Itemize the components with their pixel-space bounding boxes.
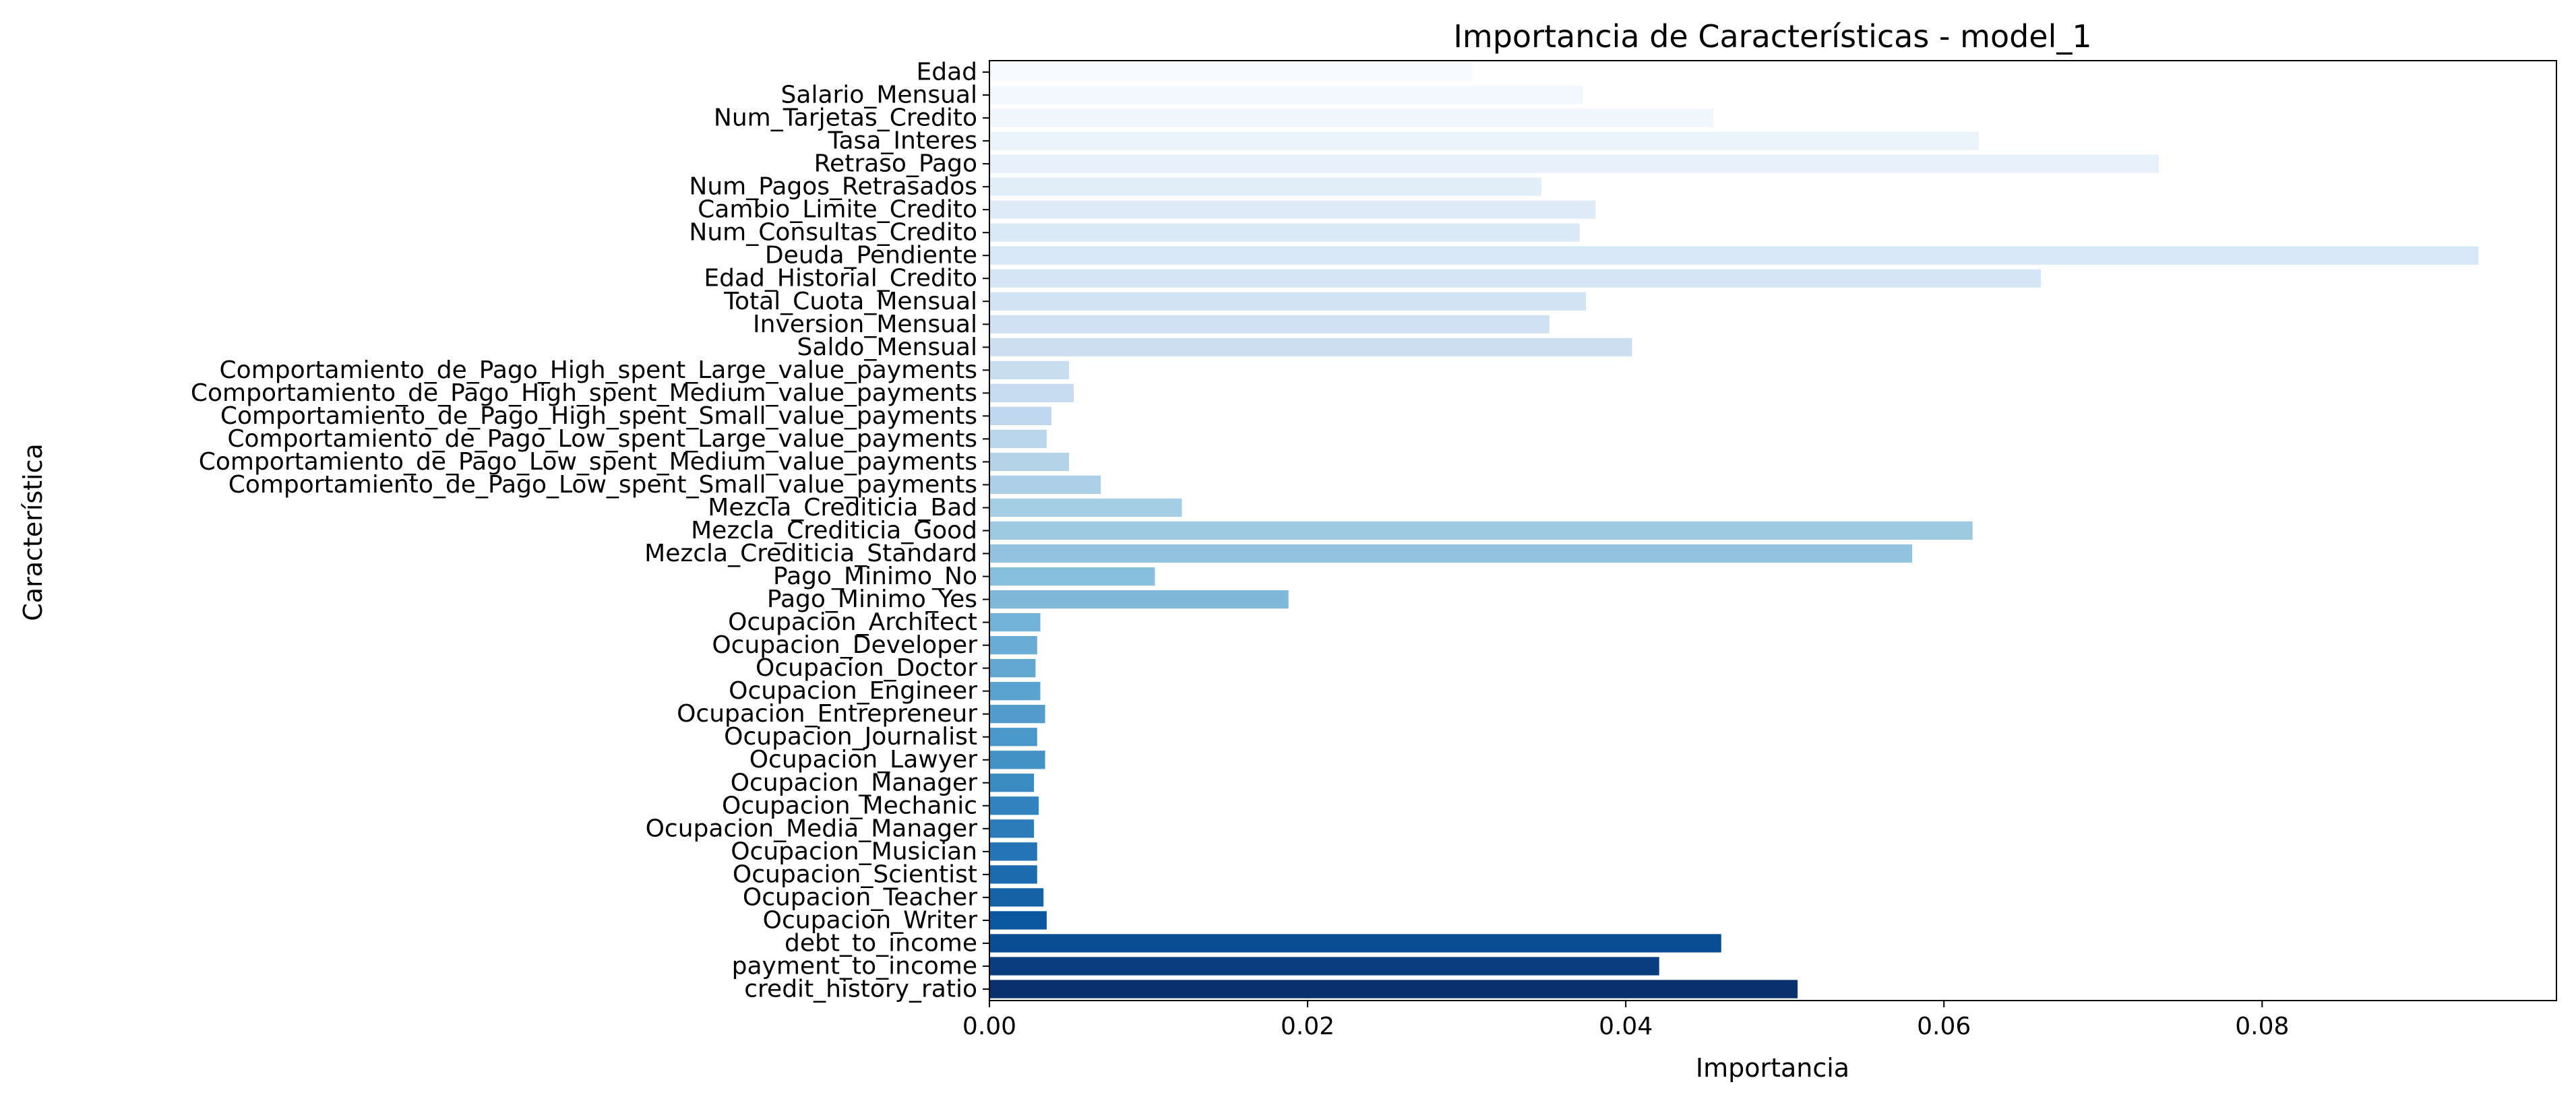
x-tick-label: 0.06: [1917, 1013, 1971, 1040]
bar-Pago_Minimo_No: [989, 567, 1155, 586]
bar-Edad: [989, 63, 1473, 82]
bar-Comportamiento_de_Pago_High_spent_Medium_value_payments: [989, 383, 1074, 402]
bar-Ocupacion_Musician: [989, 842, 1037, 861]
y-tick-label: Mezcla_Crediticia_Good: [691, 517, 977, 544]
bar-Retraso_Pago: [989, 154, 2159, 173]
bar-Saldo_Mensual: [989, 338, 1632, 356]
y-tick-label: Ocupacion_Media_Manager: [646, 815, 978, 842]
y-tick-label: Cambio_Limite_Credito: [698, 196, 977, 224]
bar-Total_Cuota_Mensual: [989, 292, 1587, 311]
y-tick-label: Comportamiento_de_Pago_Low_spent_Medium_…: [199, 448, 977, 476]
bar-Ocupacion_Media_Manager: [989, 819, 1035, 838]
bar-Mezcla_Crediticia_Good: [989, 521, 1973, 540]
bar-Comportamiento_de_Pago_Low_spent_Small_value_payments: [989, 475, 1101, 495]
bar-Ocupacion_Entrepreneur: [989, 705, 1045, 724]
y-tick-label: Num_Pagos_Retrasados: [689, 173, 977, 201]
y-tick-label: Tasa_Interes: [827, 127, 977, 155]
x-axis-title: Importancia: [1696, 1053, 1849, 1083]
bar-Mezcla_Crediticia_Standard: [989, 544, 1913, 563]
bar-payment_to_income: [989, 957, 1659, 976]
bar-Ocupacion_Developer: [989, 636, 1037, 655]
bar-Ocupacion_Doctor: [989, 659, 1036, 678]
bar-Ocupacion_Engineer: [989, 682, 1041, 701]
bar-Num_Tarjetas_Credito: [989, 108, 1713, 127]
bar-Comportamiento_de_Pago_High_spent_Large_value_payments: [989, 360, 1070, 379]
y-tick-label: Total_Cuota_Mensual: [723, 288, 977, 315]
y-axis-title: Característica: [18, 443, 48, 621]
bar-debt_to_income: [989, 934, 1721, 953]
bar-Ocupacion_Manager: [989, 774, 1035, 792]
bar-Ocupacion_Architect: [989, 612, 1041, 632]
bar-Mezcla_Crediticia_Bad: [989, 498, 1182, 517]
bar-credit_history_ratio: [989, 980, 1798, 999]
bar-Num_Consultas_Credito: [989, 223, 1580, 242]
x-tick-label: 0.04: [1599, 1013, 1653, 1040]
y-tick-label: Ocupacion_Teacher: [743, 883, 977, 911]
y-tick-label: Retraso_Pago: [814, 150, 977, 178]
y-tick-label: Mezcla_Crediticia_Standard: [644, 540, 977, 567]
bar-Pago_Minimo_Yes: [989, 590, 1289, 609]
bar-Num_Pagos_Retrasados: [989, 177, 1542, 196]
y-tick-label: Ocupacion_Lawyer: [749, 746, 978, 774]
y-tick-label: Num_Tarjetas_Credito: [714, 104, 977, 132]
y-tick-label: Ocupacion_Scientist: [733, 860, 977, 888]
bar-Ocupacion_Writer: [989, 911, 1047, 930]
y-tick-label: Comportamiento_de_Pago_High_spent_Small_…: [220, 402, 977, 430]
y-tick-label: Inversion_Mensual: [753, 311, 977, 338]
y-tick-label: Ocupacion_Doctor: [756, 654, 977, 682]
x-tick-label: 0.08: [2235, 1013, 2289, 1040]
x-axis-ticks: 0.00 0.02 0.04 0.06 0.08: [962, 1001, 2289, 1040]
y-tick-label: Deuda_Pendiente: [765, 242, 977, 270]
plot-area-border: [989, 60, 2557, 1001]
y-tick-label: Pago_Minimo_No: [773, 563, 977, 590]
y-tick-label: Ocupacion_Writer: [763, 906, 978, 934]
y-tick-label: Num_Consultas_Credito: [689, 219, 977, 247]
y-tick-label: Comportamiento_de_Pago_High_spent_Medium…: [191, 379, 977, 407]
bar-Tasa_Interes: [989, 131, 1980, 150]
y-tick-label: Ocupacion_Musician: [731, 838, 977, 865]
y-tick-label: Comportamiento_de_Pago_Low_spent_Large_v…: [227, 425, 977, 453]
y-tick-label: Edad_Historial_Credito: [704, 265, 977, 292]
y-tick-label: Ocupacion_Architect: [728, 608, 977, 636]
y-axis-ticks: EdadSalario_MensualNum_Tarjetas_CreditoT…: [191, 59, 989, 1003]
bar-Ocupacion_Scientist: [989, 865, 1037, 884]
y-tick-label: payment_to_income: [732, 952, 977, 980]
bar-Comportamiento_de_Pago_High_spent_Small_value_payments: [989, 406, 1052, 425]
y-tick-label: Comportamiento_de_Pago_Low_spent_Small_v…: [228, 471, 977, 499]
chart-title: Importancia de Características - model_1: [1453, 18, 2091, 55]
bar-Ocupacion_Journalist: [989, 728, 1037, 747]
y-tick-label: Ocupacion_Developer: [712, 631, 977, 659]
y-tick-label: Edad: [916, 59, 977, 86]
y-tick-label: Pago_Minimo_Yes: [767, 586, 977, 613]
bar-Inversion_Mensual: [989, 315, 1550, 334]
bar-Ocupacion_Teacher: [989, 888, 1044, 907]
bar-Comportamiento_de_Pago_Low_spent_Medium_value_payments: [989, 452, 1070, 472]
y-tick-label: Ocupacion_Entrepreneur: [677, 700, 977, 728]
y-tick-label: Ocupacion_Engineer: [729, 677, 977, 705]
bars-layer: [989, 63, 2479, 999]
y-tick-label: credit_history_ratio: [744, 975, 977, 1003]
y-tick-label: Saldo_Mensual: [797, 334, 977, 361]
bar-Cambio_Limite_Credito: [989, 200, 1596, 219]
axes-frame: [989, 60, 2557, 1001]
y-tick-label: Mezcla_Crediticia_Bad: [708, 494, 977, 522]
y-tick-label: Ocupacion_Mechanic: [722, 792, 977, 819]
bar-Ocupacion_Lawyer: [989, 751, 1045, 769]
bar-Comportamiento_de_Pago_Low_spent_Large_value_payments: [989, 429, 1047, 449]
x-tick-label: 0.02: [1281, 1013, 1335, 1040]
bar-Salario_Mensual: [989, 86, 1583, 104]
y-tick-label: Salario_Mensual: [781, 82, 977, 109]
x-tick-label: 0.00: [962, 1013, 1016, 1040]
bar-Deuda_Pendiente: [989, 246, 2479, 265]
y-tick-label: Comportamiento_de_Pago_High_spent_Large_…: [220, 356, 977, 384]
y-tick-label: debt_to_income: [785, 929, 977, 957]
y-tick-label: Ocupacion_Manager: [731, 769, 977, 796]
bar-Edad_Historial_Credito: [989, 269, 2042, 288]
bar-Ocupacion_Mechanic: [989, 796, 1039, 815]
y-tick-label: Ocupacion_Journalist: [724, 723, 977, 751]
